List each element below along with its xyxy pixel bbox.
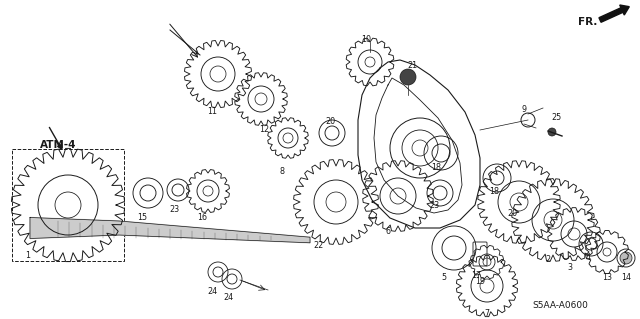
Circle shape (620, 252, 632, 264)
Text: 14: 14 (621, 273, 631, 283)
Circle shape (400, 69, 416, 85)
Polygon shape (30, 218, 310, 243)
Text: 5: 5 (442, 273, 447, 283)
Text: 10: 10 (361, 35, 371, 44)
Text: S5AA-A0600: S5AA-A0600 (532, 300, 588, 309)
Text: 1: 1 (26, 250, 31, 259)
Text: 24: 24 (223, 293, 233, 302)
Text: 7: 7 (484, 309, 490, 318)
Text: 9: 9 (522, 106, 527, 115)
Text: 25: 25 (551, 114, 561, 122)
Text: 3: 3 (568, 263, 573, 272)
Text: 16: 16 (197, 213, 207, 222)
Text: ATM-4: ATM-4 (40, 140, 77, 150)
Text: 23: 23 (169, 205, 179, 214)
FancyArrow shape (599, 5, 629, 22)
Text: 18: 18 (431, 164, 441, 173)
Text: 17: 17 (471, 271, 481, 280)
Text: FR.: FR. (578, 17, 597, 27)
Text: 24: 24 (207, 287, 217, 296)
Text: 20: 20 (507, 210, 517, 219)
Text: 6: 6 (385, 227, 390, 236)
Text: 11: 11 (207, 108, 217, 116)
Text: 2: 2 (545, 256, 550, 264)
Circle shape (548, 128, 556, 136)
Text: 13: 13 (602, 273, 612, 283)
Text: 4: 4 (586, 254, 591, 263)
Text: 19: 19 (475, 278, 485, 286)
Text: 15: 15 (137, 213, 147, 222)
Text: 8: 8 (280, 167, 285, 176)
Text: 12: 12 (259, 125, 269, 135)
Text: 20: 20 (325, 117, 335, 127)
Text: 22: 22 (313, 241, 323, 250)
Text: 18: 18 (489, 188, 499, 197)
Text: 23: 23 (429, 202, 439, 211)
Text: 21: 21 (407, 61, 417, 70)
